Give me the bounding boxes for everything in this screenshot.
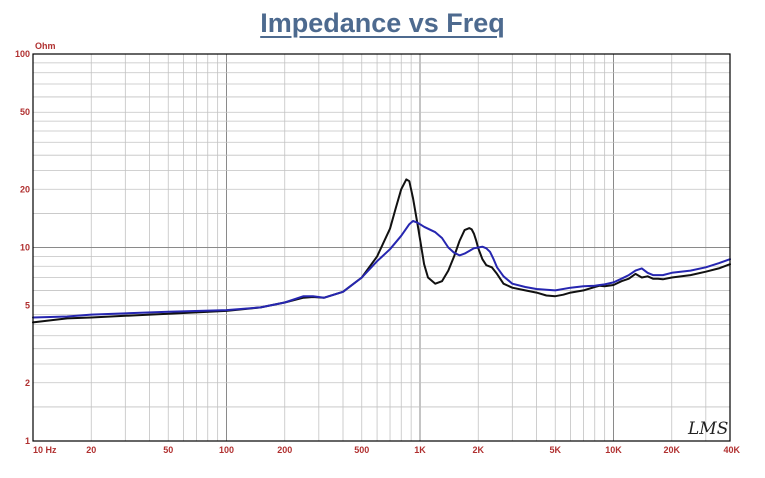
x-tick-label: 10 Hz (33, 445, 57, 455)
x-tick-label: 20K (663, 445, 680, 455)
x-tick-labels: 10 Hz 20 50 100 200 500 1K 2K 5K 10K 20K 40K (33, 445, 740, 455)
y-tick-label: 2 (25, 378, 30, 388)
impedance-series-2 (32, 220, 731, 319)
y-tick-label: 10 (20, 243, 30, 253)
x-tick-label: 1K (414, 445, 426, 455)
x-tick-label: 2K (472, 445, 484, 455)
grid-lines (32, 53, 731, 442)
x-tick-label: 50 (163, 445, 173, 455)
y-tick-label: 50 (20, 107, 30, 117)
x-tick-label: 100 (219, 445, 234, 455)
x-tick-label: 500 (354, 445, 369, 455)
x-tick-label: 200 (277, 445, 292, 455)
chart-title: Impedance vs Freq (260, 8, 505, 38)
lms-watermark: LMS (687, 419, 728, 439)
y-tick-label: 20 (20, 184, 30, 194)
y-tick-label: 5 (25, 301, 30, 311)
x-tick-label: 40K (723, 445, 740, 455)
plot-frame (32, 53, 731, 442)
x-tick-label: 20 (86, 445, 96, 455)
y-tick-label: 100 (15, 49, 30, 59)
series-group (32, 178, 731, 324)
x-tick-label: 5K (549, 445, 561, 455)
x-tick-label: 10K (605, 445, 622, 455)
y-tick-label: 1 (25, 436, 30, 446)
y-axis-unit-label: Ohm (35, 41, 56, 51)
y-tick-labels: 100 50 20 10 5 2 1 (15, 49, 30, 446)
